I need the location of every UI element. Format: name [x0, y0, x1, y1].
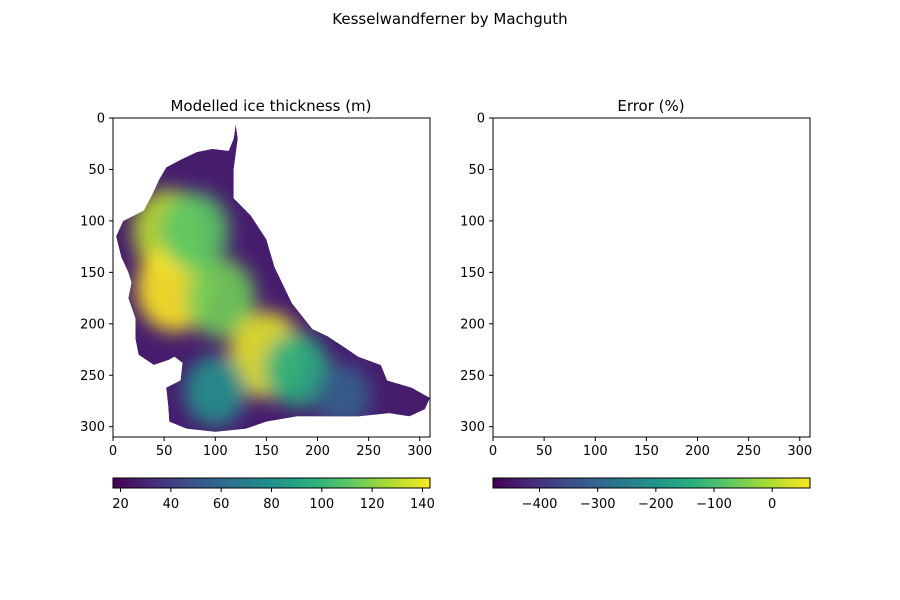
colorbar-tick-label: −300	[580, 497, 616, 512]
x-tick-label: 0	[109, 444, 117, 459]
colorbar-tick-label: 140	[410, 497, 435, 512]
x-tick-label: 200	[305, 444, 330, 459]
thickness-hotspot	[160, 191, 230, 271]
panel-ice-thickness: Modelled ice thickness (m) 0 50 100 150 200 2…	[80, 97, 435, 512]
y-tick-label: 250	[80, 369, 105, 384]
y-axis: 0 50 100 150 200 250 300	[460, 112, 493, 435]
axes-frame	[112, 117, 431, 438]
colorbar-ticks: −400 −300 −200 −100 0	[522, 488, 776, 512]
y-tick-label: 100	[80, 214, 105, 229]
colorbar-tick-label: −400	[522, 497, 558, 512]
panel-error: Error (%) 0 50 100 150 200 250 300 0 50 100 150 20…	[460, 97, 812, 512]
x-tick-label: 200	[685, 444, 710, 459]
x-axis: 0 50 100 150 200 250 300	[109, 437, 432, 459]
figure-suptitle: Kesselwandferner by Machguth	[332, 10, 567, 28]
y-tick-label: 50	[468, 163, 485, 178]
x-tick-label: 250	[356, 444, 381, 459]
x-tick-label: 100	[203, 444, 228, 459]
x-tick-label: 100	[583, 444, 608, 459]
chart-title: Error (%)	[617, 97, 684, 115]
thickness-hotspots	[132, 189, 372, 428]
y-tick-label: 50	[88, 163, 105, 178]
y-tick-label: 200	[80, 317, 105, 332]
y-tick-label: 200	[460, 317, 485, 332]
colorbar-ticks: 20 40 60 80 100 120 140	[112, 488, 435, 512]
colorbar-tick-label: 100	[309, 497, 334, 512]
colorbar-tick-label: 0	[768, 497, 776, 512]
y-axis: 0 50 100 150 200 250 300	[80, 112, 113, 435]
x-tick-label: 0	[489, 444, 497, 459]
colorbar-tick-label: 80	[263, 497, 280, 512]
y-tick-label: 150	[80, 266, 105, 281]
thickness-map	[116, 124, 430, 432]
x-tick-label: 50	[156, 444, 173, 459]
y-tick-label: 150	[460, 266, 485, 281]
colorbar-tick-label: 20	[112, 497, 129, 512]
colorbar-gradient	[112, 477, 431, 489]
colorbar-tick-label: 60	[213, 497, 230, 512]
colorbar-tick-label: 40	[163, 497, 180, 512]
y-tick-label: 100	[460, 214, 485, 229]
chart-title: Modelled ice thickness (m)	[170, 97, 371, 115]
y-tick-label: 0	[477, 112, 485, 127]
y-tick-label: 250	[460, 369, 485, 384]
x-tick-label: 150	[254, 444, 279, 459]
y-tick-label: 300	[460, 420, 485, 435]
thickness-hotspot	[314, 364, 372, 428]
thickness-hotspot	[185, 258, 256, 339]
x-tick-label: 50	[536, 444, 553, 459]
colorbar: 20 40 60 80 100 120 140	[112, 477, 435, 512]
x-tick-label: 150	[634, 444, 659, 459]
colorbar-tick-label: −200	[638, 497, 674, 512]
thickness-hotspot	[184, 355, 247, 426]
thickness-hotspot	[264, 332, 330, 408]
x-axis: 0 50 100 150 200 250 300	[489, 437, 812, 459]
glacier-thickness-field	[116, 124, 430, 432]
x-tick-label: 300	[407, 444, 432, 459]
colorbar-tick-label: −100	[696, 497, 732, 512]
colorbar-gradient	[492, 477, 811, 489]
colorbar-tick-label: 120	[360, 497, 385, 512]
x-tick-label: 250	[736, 444, 761, 459]
axes-frame	[492, 117, 811, 438]
y-tick-label: 0	[97, 112, 105, 127]
colorbar: −400 −300 −200 −100 0	[492, 477, 811, 512]
y-tick-label: 300	[80, 420, 105, 435]
x-tick-label: 300	[787, 444, 812, 459]
